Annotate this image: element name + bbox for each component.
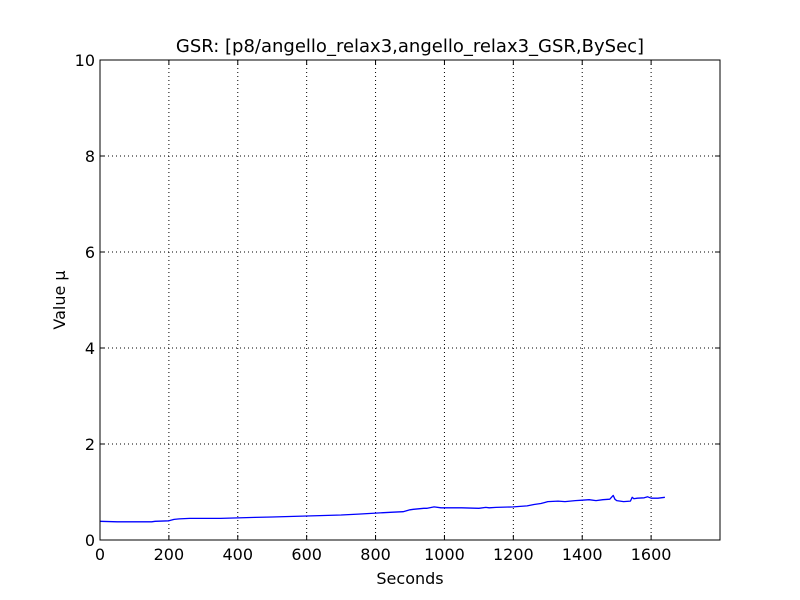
x-axis-label: Seconds: [376, 569, 443, 588]
chart-title: GSR: [p8/angello_relax3,angello_relax3_G…: [176, 36, 644, 57]
plot-frame: [99, 59, 721, 541]
x-tick-label: 1400: [562, 545, 603, 564]
x-tick-label: 800: [360, 545, 391, 564]
y-axis-label: Value µ: [50, 270, 69, 329]
series-layer: [99, 494, 665, 523]
x-tick-label: 600: [291, 545, 322, 564]
x-tick-label: 0: [95, 545, 105, 564]
x-tick-label: 1200: [493, 545, 534, 564]
y-tick-label: 0: [85, 531, 95, 550]
x-tick-label: 1000: [424, 545, 465, 564]
y-tick-label: 6: [85, 243, 95, 262]
y-tick-label: 8: [85, 147, 95, 166]
x-tick-label: 400: [223, 545, 254, 564]
y-tick-label: 4: [85, 339, 95, 358]
grid: [99, 59, 720, 541]
y-tick-label: 2: [85, 435, 95, 454]
ticks: 0 200 400 600 800 1000 1200 1400 1600 0 2 4 6 8 10: [75, 51, 720, 564]
x-tick-label: 1600: [631, 545, 672, 564]
y-tick-label: 10: [75, 51, 95, 70]
series-line: [99, 494, 665, 523]
x-tick-label: 200: [154, 545, 185, 564]
